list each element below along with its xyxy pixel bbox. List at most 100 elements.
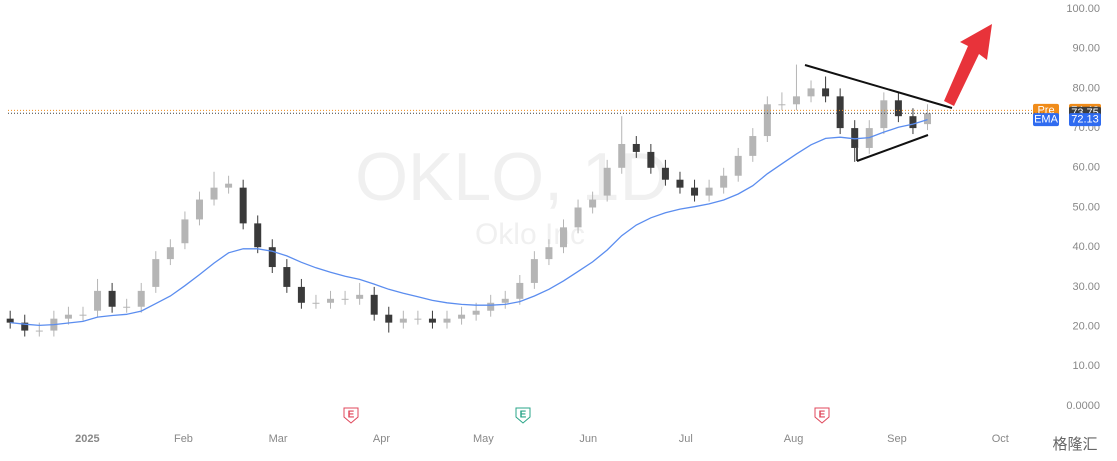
- watermark: OKLO, 1D: [355, 139, 669, 215]
- candle-body: [225, 183, 233, 188]
- candle-body: [676, 179, 684, 188]
- price-value: 72.13: [1071, 114, 1099, 126]
- x-tick-label: Jun: [579, 433, 597, 445]
- earnings-label: E: [520, 410, 527, 421]
- x-tick-label: Aug: [784, 433, 804, 445]
- candle-body: [501, 298, 509, 303]
- candle-body: [851, 128, 859, 148]
- candle-body: [399, 318, 407, 323]
- y-tick-label: 30.00: [1072, 281, 1100, 293]
- y-tick-label: 10.00: [1072, 360, 1100, 372]
- candle-body: [137, 290, 145, 307]
- y-tick-label: 20.00: [1072, 321, 1100, 333]
- candle-body: [924, 113, 932, 125]
- candle-body: [341, 298, 349, 300]
- candle-body: [822, 88, 830, 97]
- candle-body: [21, 322, 29, 331]
- x-tick-label: May: [473, 433, 494, 445]
- candle-body: [909, 116, 917, 129]
- candle-body: [763, 104, 771, 137]
- candle-body: [268, 247, 276, 268]
- candle-body: [632, 143, 640, 152]
- candle-body: [472, 310, 480, 315]
- candle-body: [836, 96, 844, 129]
- y-tick-label: 100.00: [1066, 3, 1100, 15]
- earnings-marker: E: [515, 407, 531, 424]
- candle-body: [327, 298, 335, 303]
- candle-body: [880, 100, 888, 129]
- trend-line: [856, 134, 929, 162]
- candle-body: [181, 219, 189, 244]
- candle-body: [94, 290, 102, 311]
- candle-body: [428, 318, 436, 323]
- x-tick-label: Apr: [373, 433, 390, 445]
- candle-body: [734, 155, 742, 176]
- y-tick-label: 40.00: [1072, 241, 1100, 253]
- y-tick-label: 50.00: [1072, 201, 1100, 213]
- earnings-marker: E: [343, 407, 359, 424]
- x-tick-label: Oct: [992, 433, 1009, 445]
- price-tag: [1069, 113, 1101, 127]
- candle-body: [152, 259, 160, 287]
- candle-body: [35, 330, 43, 332]
- price-name: EMA: [1034, 114, 1059, 126]
- y-tick-label: 80.00: [1072, 82, 1100, 94]
- candle-body: [297, 286, 305, 303]
- candle-body: [618, 143, 626, 168]
- candle-body: [210, 187, 218, 200]
- candle-body: [385, 314, 393, 323]
- candle-body: [312, 302, 320, 304]
- earnings-label: E: [348, 410, 355, 421]
- candle-body: [574, 207, 582, 228]
- candle-body: [749, 136, 757, 156]
- candle-body: [691, 187, 699, 196]
- plot: 0.000010.0020.0030.0040.0050.0060.0070.0…: [6, 3, 1100, 445]
- x-tick-label: Sep: [887, 433, 907, 445]
- candle-body: [108, 290, 116, 307]
- trend-line: [804, 64, 953, 109]
- candle-body: [530, 259, 538, 283]
- logo: 格隆汇: [1052, 436, 1097, 453]
- y-tick-label: 60.00: [1072, 162, 1100, 174]
- x-tick-label: 2025: [75, 433, 99, 445]
- candle-body: [414, 318, 422, 320]
- candle-body: [807, 88, 815, 97]
- candle-body: [545, 247, 553, 260]
- earnings-label: E: [819, 410, 826, 421]
- x-tick-label: Feb: [174, 433, 193, 445]
- candle-body: [6, 318, 14, 323]
- candle-body: [894, 100, 902, 117]
- candle-body: [458, 314, 466, 319]
- candle-body: [792, 96, 800, 105]
- ema-line: [10, 118, 928, 327]
- candle-body: [516, 282, 524, 299]
- candle-body: [79, 314, 87, 316]
- candle-body: [123, 306, 131, 308]
- x-tick-label: Mar: [269, 433, 288, 445]
- y-tick-label: 90.00: [1072, 43, 1100, 55]
- candle-body: [589, 199, 597, 208]
- candle-body: [487, 302, 495, 311]
- candle-body: [166, 247, 174, 260]
- candle-body: [661, 167, 669, 180]
- candle-body: [283, 267, 291, 287]
- candle-body: [356, 294, 364, 299]
- candle-body: [559, 227, 567, 248]
- candle-body: [195, 199, 203, 220]
- arrow: [944, 24, 992, 106]
- logo-box: [1035, 433, 1113, 457]
- x-tick-label: Jul: [679, 433, 693, 445]
- candle-body: [778, 104, 786, 106]
- candle-body: [647, 151, 655, 168]
- earnings-marker: E: [814, 407, 830, 424]
- watermark-sub: Oklo Inc: [475, 218, 585, 251]
- candle-body: [705, 187, 713, 196]
- y-tick-label: 0.0000: [1066, 400, 1100, 412]
- candle-body: [370, 294, 378, 315]
- candle-body: [603, 167, 611, 196]
- candle-body: [239, 187, 247, 224]
- candle-body: [720, 175, 728, 188]
- candle-body: [254, 223, 262, 248]
- price-tag-name: [1033, 113, 1059, 127]
- candle-body: [64, 314, 72, 319]
